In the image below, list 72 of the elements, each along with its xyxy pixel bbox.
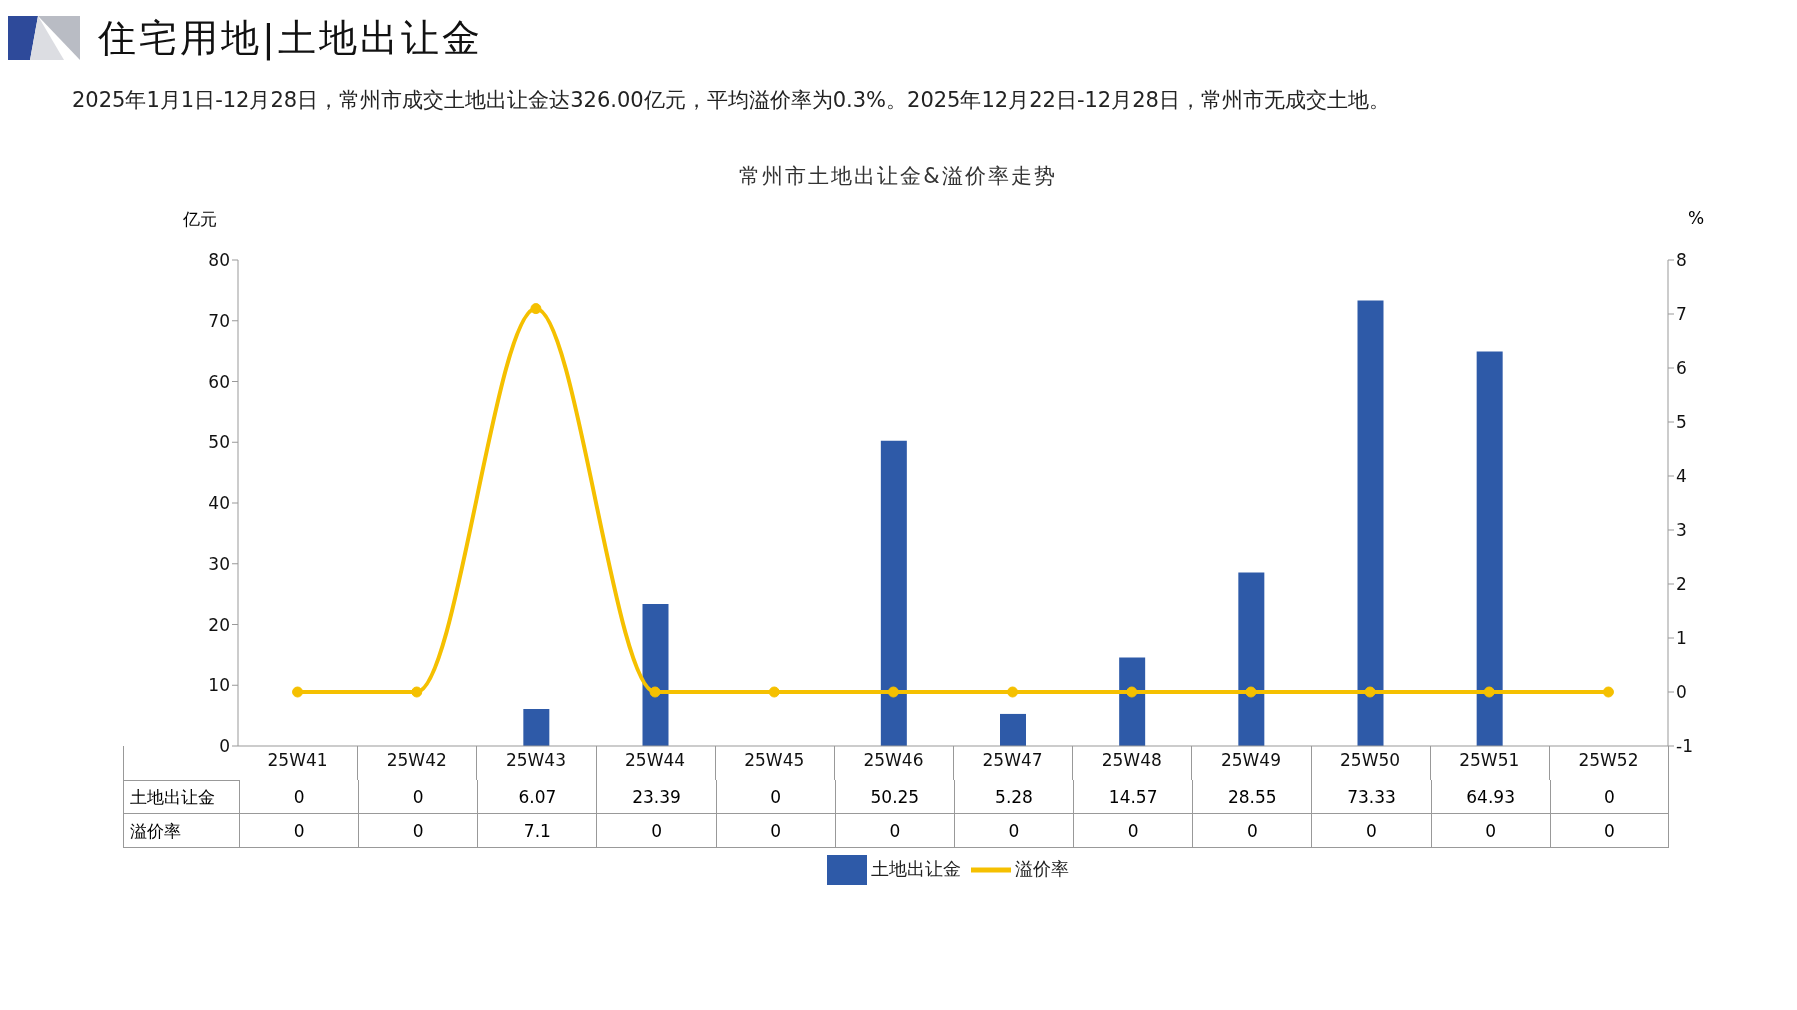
- bar: [1238, 572, 1265, 746]
- data-label: 0: [239, 780, 359, 814]
- text: 常州市土地出让金&溢价率走势: [738, 163, 1058, 190]
- y2-tick-label: 3: [1676, 520, 1687, 541]
- y2-tick-label: -1: [1676, 736, 1693, 757]
- data-label: 6.07: [477, 780, 597, 814]
- data-label: 28.55: [1192, 780, 1312, 814]
- x-tick-label: 25W45: [744, 750, 805, 771]
- data-label: 0: [834, 814, 954, 848]
- data-label: 0: [1549, 814, 1669, 848]
- x-tick-label: 25W42: [386, 750, 447, 771]
- data-label: 0: [1549, 780, 1669, 814]
- x-tick-label: 25W41: [267, 750, 328, 771]
- data-label: 0: [1430, 814, 1550, 848]
- x-tick-label: 25W51: [1459, 750, 1520, 771]
- text: 土地出让金: [130, 787, 215, 807]
- x-tick-label: 25W50: [1340, 750, 1401, 771]
- legend-label: 土地出让金: [871, 858, 961, 879]
- data-label: 14.57: [1073, 780, 1193, 814]
- y-tick-label: 0: [219, 736, 230, 757]
- x-tick-label: 25W44: [625, 750, 686, 771]
- y2-tick-label: 6: [1676, 358, 1687, 379]
- y2-tick-label: 8: [1676, 250, 1687, 271]
- y2-tick-label: 1: [1676, 628, 1687, 649]
- data-label: 7.1: [477, 814, 597, 848]
- y-tick-label: 60: [208, 371, 230, 392]
- x-tick-label: 25W49: [1220, 750, 1281, 771]
- bar: [1357, 300, 1384, 746]
- data-label: 0: [358, 814, 478, 848]
- data-label: 5.28: [953, 780, 1074, 814]
- x-tick-label: 25W52: [1578, 750, 1639, 771]
- bar: [642, 603, 669, 746]
- bar: [880, 440, 907, 746]
- y-tick-label: 40: [208, 493, 230, 514]
- chart-title: 住宅用地|土地出让金: [98, 14, 483, 63]
- y-tick-label: 30: [208, 553, 230, 574]
- data-label: 0: [1311, 814, 1431, 848]
- chart-subtitle: 2025年1月1日-12月28日，常州市成交土地出让金达326.00亿元，平均溢价率为0.3%。2025年12月22日-12月28日，常州市无成交土地。: [72, 87, 1391, 114]
- bar: [1000, 713, 1026, 746]
- y-tick-label: 10: [208, 675, 230, 696]
- bar: [523, 709, 550, 746]
- legend-label: 溢价率: [1015, 858, 1069, 879]
- data-label: 50.25: [834, 780, 954, 814]
- data-label: 0: [239, 814, 359, 848]
- y2-tick-label: 2: [1676, 574, 1687, 595]
- y2-tick-label: 5: [1676, 412, 1687, 433]
- data-label: 64.93: [1430, 780, 1550, 814]
- data-label: 0: [1192, 814, 1312, 848]
- data-label: 0: [358, 780, 478, 814]
- y-axis-title: 亿元: [183, 208, 217, 231]
- data-label: 23.39: [596, 780, 716, 814]
- data-label: 0: [596, 814, 716, 848]
- bar: [1476, 351, 1503, 746]
- y-tick-label: 70: [208, 310, 230, 331]
- data-label: 0: [715, 814, 835, 848]
- x-tick-label: 25W47: [982, 750, 1043, 771]
- y2-tick-label: 0: [1676, 682, 1687, 703]
- data-label: 0: [953, 814, 1074, 848]
- bar: [1119, 657, 1146, 746]
- x-tick-label: 25W46: [863, 750, 924, 771]
- y-tick-label: 20: [208, 614, 230, 635]
- text: 溢价率: [130, 821, 181, 841]
- y2-axis-title: %: [1688, 208, 1705, 228]
- y2-tick-label: 7: [1676, 304, 1687, 325]
- data-label: 73.33: [1311, 780, 1431, 814]
- data-label: 0: [715, 780, 835, 814]
- x-tick-label: 25W43: [505, 750, 566, 771]
- y2-tick-label: 4: [1676, 466, 1687, 487]
- x-tick-label: 25W48: [1101, 750, 1162, 771]
- y-tick-label: 50: [208, 432, 230, 453]
- y-tick-label: 80: [208, 250, 230, 271]
- data-label: 0: [1073, 814, 1193, 848]
